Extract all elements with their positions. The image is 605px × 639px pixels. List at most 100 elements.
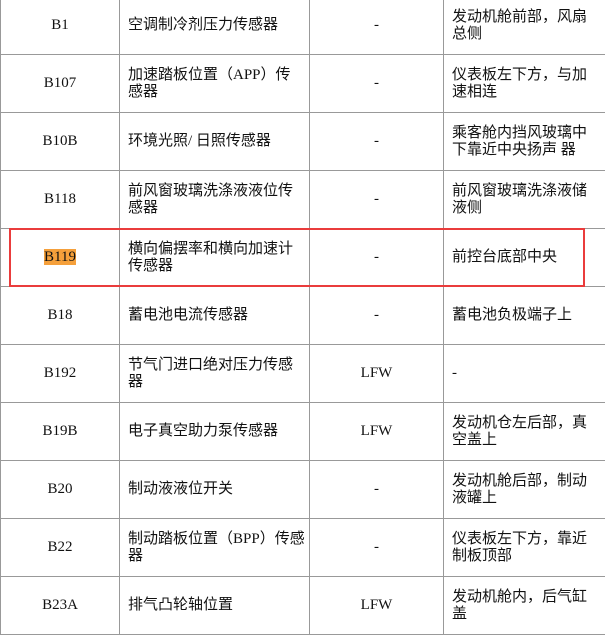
- table-row: B119 横向偏摆率和横向加速计传感器 - 前控台底部中央: [1, 229, 605, 287]
- component-code: B22: [47, 539, 72, 555]
- component-name: 制动踏板位置（BPP）传感器: [128, 531, 305, 564]
- component-location-cell: 发动机仓左后部，真 空盖上: [444, 403, 605, 461]
- component-code: B10B: [42, 133, 77, 149]
- component-name: 制动液液位开关: [128, 481, 233, 497]
- component-code: B119: [44, 249, 76, 265]
- engine-code-cell: LFW: [310, 577, 444, 635]
- component-name-cell: 空调制冷剂压力传感器: [120, 0, 310, 55]
- component-code: B107: [44, 75, 77, 91]
- component-location-cell: 发动机舱后部，制动 液罐上: [444, 461, 605, 519]
- table-row: B118 前风窗玻璃洗涤液液位传感器 - 前风窗玻璃洗涤液储 液侧: [1, 171, 605, 229]
- component-code: B118: [44, 191, 76, 207]
- component-name-cell: 蓄电池电流传感器: [120, 287, 310, 345]
- engine-code-cell: -: [310, 519, 444, 577]
- component-location-cell: 乘客舱内挡风玻璃中 下靠近中央扬声 器: [444, 113, 605, 171]
- table-row: B1 空调制冷剂压力传感器 - 发动机舱前部，风扇 总侧: [1, 0, 605, 55]
- component-name-cell: 电子真空助力泵传感器: [120, 403, 310, 461]
- table-row: B107 加速踏板位置（APP）传感器 - 仪表板左下方，与加 速相连: [1, 55, 605, 113]
- table-row: B20 制动液液位开关 - 发动机舱后部，制动 液罐上: [1, 461, 605, 519]
- component-location-cell: 仪表板左下方，与加 速相连: [444, 55, 605, 113]
- table-row: B10B 环境光照/ 日照传感器 - 乘客舱内挡风玻璃中 下靠近中央扬声 器: [1, 113, 605, 171]
- engine-code-cell: -: [310, 461, 444, 519]
- component-name: 前风窗玻璃洗涤液液位传感器: [128, 183, 293, 216]
- engine-code: -: [374, 481, 379, 497]
- component-name: 节气门进口绝对压力传感器: [128, 357, 293, 390]
- component-code: B20: [47, 481, 72, 497]
- component-code-cell: B18: [1, 287, 120, 345]
- component-code-cell: B19B: [1, 403, 120, 461]
- component-name: 加速踏板位置（APP）传感器: [128, 67, 291, 100]
- engine-code-cell: LFW: [310, 403, 444, 461]
- engine-code: -: [374, 133, 379, 149]
- engine-code: -: [374, 539, 379, 555]
- component-name-cell: 加速踏板位置（APP）传感器: [120, 55, 310, 113]
- engine-code: -: [374, 17, 379, 33]
- table-row: B23A 排气凸轮轴位置 LFW 发动机舱内，后气缸 盖: [1, 577, 605, 635]
- component-location: 发动机舱后部，制动 液罐上: [452, 473, 587, 506]
- component-name-cell: 制动液液位开关: [120, 461, 310, 519]
- component-location: 前控台底部中央: [452, 249, 557, 265]
- engine-code: -: [374, 191, 379, 207]
- component-location-cell: -: [444, 345, 605, 403]
- component-location: 发动机舱内，后气缸 盖: [452, 589, 587, 622]
- engine-code: LFW: [361, 423, 393, 439]
- table-row: B22 制动踏板位置（BPP）传感器 - 仪表板左下方，靠近 制板顶部: [1, 519, 605, 577]
- component-code: B19B: [42, 423, 77, 439]
- component-code-cell: B1: [1, 0, 120, 55]
- component-location: 发动机仓左后部，真 空盖上: [452, 415, 587, 448]
- table-row: B18 蓄电池电流传感器 - 蓄电池负极端子上: [1, 287, 605, 345]
- component-location: 发动机舱前部，风扇 总侧: [452, 9, 587, 42]
- table-row: B192 节气门进口绝对压力传感器 LFW -: [1, 345, 605, 403]
- component-name-cell: 横向偏摆率和横向加速计传感器: [120, 229, 310, 287]
- component-location: 蓄电池负极端子上: [452, 307, 572, 323]
- component-code-cell: B10B: [1, 113, 120, 171]
- component-location: 前风窗玻璃洗涤液储 液侧: [452, 183, 587, 216]
- component-name: 环境光照/ 日照传感器: [128, 133, 271, 149]
- component-name-cell: 节气门进口绝对压力传感器: [120, 345, 310, 403]
- component-location: 仪表板左下方，靠近 制板顶部: [452, 531, 587, 564]
- component-name-cell: 制动踏板位置（BPP）传感器: [120, 519, 310, 577]
- engine-code: LFW: [361, 597, 393, 613]
- component-code: B23A: [42, 597, 78, 613]
- engine-code-cell: LFW: [310, 345, 444, 403]
- engine-code-cell: -: [310, 0, 444, 55]
- engine-code-cell: -: [310, 171, 444, 229]
- component-location-cell: 发动机舱内，后气缸 盖: [444, 577, 605, 635]
- component-name-cell: 前风窗玻璃洗涤液液位传感器: [120, 171, 310, 229]
- component-name: 蓄电池电流传感器: [128, 307, 248, 323]
- component-code: B1: [51, 17, 69, 33]
- component-code-cell: B20: [1, 461, 120, 519]
- component-location: 仪表板左下方，与加 速相连: [452, 67, 587, 100]
- table-row: B19B 电子真空助力泵传感器 LFW 发动机仓左后部，真 空盖上: [1, 403, 605, 461]
- component-code-cell: B23A: [1, 577, 120, 635]
- component-location: -: [452, 365, 457, 381]
- engine-code: -: [374, 75, 379, 91]
- engine-code-cell: -: [310, 55, 444, 113]
- component-location-cell: 仪表板左下方，靠近 制板顶部: [444, 519, 605, 577]
- component-code-cell: B119: [1, 229, 120, 287]
- component-name: 排气凸轮轴位置: [128, 597, 233, 613]
- component-code: B18: [47, 307, 72, 323]
- component-name: 空调制冷剂压力传感器: [128, 17, 278, 33]
- component-name: 横向偏摆率和横向加速计传感器: [128, 241, 293, 274]
- engine-code-cell: -: [310, 113, 444, 171]
- component-location-cell: 发动机舱前部，风扇 总侧: [444, 0, 605, 55]
- component-name-cell: 环境光照/ 日照传感器: [120, 113, 310, 171]
- component-code-cell: B118: [1, 171, 120, 229]
- component-name-cell: 排气凸轮轴位置: [120, 577, 310, 635]
- engine-code-cell: -: [310, 287, 444, 345]
- component-location: 乘客舱内挡风玻璃中 下靠近中央扬声 器: [452, 125, 587, 158]
- component-location-cell: 蓄电池负极端子上: [444, 287, 605, 345]
- component-code-cell: B107: [1, 55, 120, 113]
- component-code-cell: B22: [1, 519, 120, 577]
- component-location-cell: 前控台底部中央: [444, 229, 605, 287]
- component-code-cell: B192: [1, 345, 120, 403]
- component-name: 电子真空助力泵传感器: [128, 423, 278, 439]
- component-code: B192: [44, 365, 77, 381]
- engine-code-cell: -: [310, 229, 444, 287]
- engine-code: LFW: [361, 365, 393, 381]
- component-location-cell: 前风窗玻璃洗涤液储 液侧: [444, 171, 605, 229]
- engine-code: -: [374, 307, 379, 323]
- engine-code: -: [374, 249, 379, 265]
